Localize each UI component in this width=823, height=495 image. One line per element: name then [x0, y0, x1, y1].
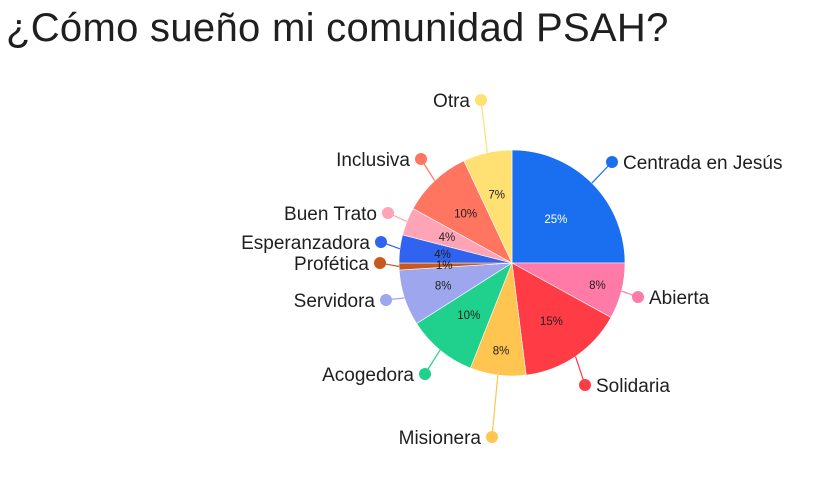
marker-inclusiva — [415, 153, 427, 165]
percent-labels: 25%8%15%8%10%8%1%4%4%10%7% — [434, 190, 606, 358]
marker-centrada-en-jesus — [606, 156, 618, 168]
marker-acogedora — [419, 368, 431, 380]
percent-label-acogedora: 10% — [457, 310, 480, 322]
marker-solidaria — [579, 379, 591, 391]
slice-acogedora — [416, 262, 513, 369]
percent-label-abierta: 8% — [589, 280, 606, 292]
percent-label-misionera: 8% — [493, 345, 510, 357]
percent-label-profetica: 1% — [436, 260, 453, 272]
slice-otra — [463, 149, 513, 264]
marker-abierta — [632, 291, 644, 303]
marker-buen-trato — [382, 207, 394, 219]
leader-line-misionera — [491, 375, 499, 438]
percent-label-otra: 7% — [488, 190, 505, 202]
marker-esperanzadora — [375, 236, 387, 248]
category-label-acogedora: Acogedora — [322, 365, 414, 386]
category-labels: Centrada en Jesús Abierta Solidaria Misione… — [241, 91, 782, 449]
marker-profetica — [374, 257, 386, 269]
percent-label-servidora: 8% — [435, 280, 452, 292]
marker-otra — [475, 94, 487, 106]
percent-label-centrada-en-jesus: 25% — [544, 214, 567, 226]
category-label-centrada-en-jesus: Centrada en Jesús — [623, 153, 783, 174]
marker-misionera — [486, 431, 498, 443]
category-label-abierta: Abierta — [649, 288, 710, 309]
category-label-buen-trato: Buen Trato — [284, 204, 377, 225]
marker-servidora — [380, 294, 392, 306]
slice-solidaria — [511, 262, 612, 376]
category-label-profetica: Profética — [294, 254, 369, 275]
slice-centrada-en-jesus — [511, 149, 626, 264]
category-label-esperanzadora: Esperanzadora — [241, 233, 370, 254]
category-label-misionera: Misionera — [399, 428, 482, 449]
leader-line-otra — [480, 99, 488, 153]
category-label-otra: Otra — [433, 91, 470, 112]
page-title: ¿Cómo sueño mi comunidad PSAH? — [6, 6, 669, 50]
percent-label-solidaria: 15% — [540, 316, 563, 328]
percent-label-inclusiva: 10% — [454, 209, 477, 221]
pie-slices — [398, 149, 626, 377]
percent-label-buen-trato: 4% — [439, 232, 456, 244]
slice-inclusiva — [412, 160, 513, 264]
category-label-inclusiva: Inclusiva — [336, 150, 410, 171]
category-label-solidaria: Solidaria — [596, 376, 670, 397]
category-label-servidora: Servidora — [294, 291, 376, 312]
percent-label-esperanzadora: 4% — [434, 249, 451, 261]
